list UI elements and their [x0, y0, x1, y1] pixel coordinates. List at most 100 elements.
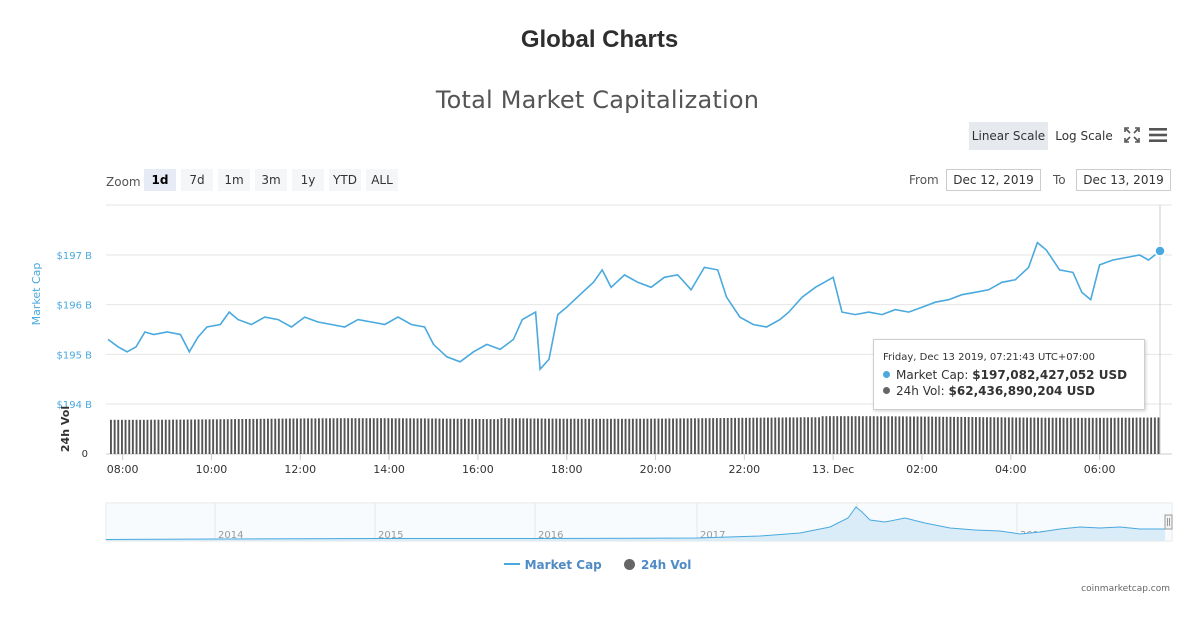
volume-bar [518, 418, 521, 454]
fullscreen-icon[interactable] [1124, 127, 1140, 143]
volume-bar [953, 416, 955, 454]
legend-market-cap-label: Market Cap [524, 558, 602, 572]
volume-bars [110, 416, 1160, 454]
volume-bar [387, 418, 390, 454]
volume-bar [153, 419, 156, 454]
volume-bar [748, 417, 751, 454]
volume-bar [829, 416, 831, 454]
volume-bar [1128, 417, 1131, 454]
to-date-input[interactable] [1076, 169, 1171, 191]
volume-bar [865, 416, 868, 454]
volume-bar [416, 418, 419, 454]
volume-bar [139, 419, 142, 454]
x-tick-label: 04:00 [995, 463, 1027, 476]
volume-bar [694, 418, 696, 454]
volume-bar [526, 418, 528, 454]
volume-bar [241, 419, 244, 454]
volume-bar [212, 419, 215, 454]
volume-bar [956, 416, 959, 454]
volume-bar [423, 418, 426, 454]
zoom-1y-button[interactable]: 1y [292, 169, 324, 191]
volume-bar [880, 416, 882, 454]
zoom-ytd-button[interactable]: YTD [329, 169, 361, 191]
volume-bar [734, 417, 736, 454]
legend-market-cap[interactable]: Market Cap [503, 558, 602, 572]
volume-bar [1142, 417, 1145, 454]
volume-bar [960, 416, 963, 454]
volume-bar [1059, 417, 1061, 454]
zoom-all-button[interactable]: ALL [366, 169, 398, 191]
volume-bar [807, 417, 809, 454]
volume-bar [701, 418, 704, 454]
log-scale-button[interactable]: Log Scale [1055, 129, 1113, 143]
zoom-1m-button[interactable]: 1m [218, 169, 250, 191]
volume-bar [1077, 417, 1080, 454]
volume-bar [686, 418, 689, 454]
volume-bar [522, 418, 525, 454]
volume-bar [256, 418, 258, 454]
volume-bar [777, 417, 780, 454]
volume-bar [569, 418, 572, 454]
volume-bar [336, 418, 339, 454]
volume-bar [215, 419, 218, 454]
volume-bar [617, 418, 620, 454]
volume-bar [391, 418, 393, 454]
volume-bar [482, 419, 485, 454]
volume-bar [847, 416, 850, 454]
volume-bar [887, 416, 890, 454]
volume-bar [172, 419, 174, 454]
volume-bar [869, 416, 872, 454]
volume-bar [996, 417, 999, 454]
volume-bar [767, 417, 769, 454]
navigator-handle[interactable] [1164, 514, 1173, 530]
legend-24h-vol[interactable]: 24h Vol [623, 558, 691, 572]
volume-bar [1044, 417, 1047, 454]
volume-bar [723, 418, 726, 454]
volume-bar [533, 418, 536, 454]
volume-bar [318, 418, 320, 454]
volume-bar [558, 418, 561, 454]
linear-scale-button[interactable]: Linear Scale [969, 122, 1048, 150]
menu-icon[interactable] [1148, 127, 1168, 143]
volume-bar [814, 417, 817, 454]
volume-bar [905, 416, 908, 454]
volume-bar [989, 417, 992, 454]
from-date-input[interactable] [946, 169, 1041, 191]
volume-bar [902, 416, 904, 454]
volume-bar [219, 419, 222, 454]
volume-bar [515, 418, 517, 454]
volume-bar [1062, 417, 1065, 454]
volume-bar [303, 418, 306, 454]
volume-bar [726, 418, 729, 454]
volume-bar [445, 418, 448, 454]
volume-bar [975, 417, 977, 454]
volume-bar [657, 418, 660, 454]
volume-bar [1146, 417, 1149, 454]
volume-bar [850, 416, 853, 454]
volume-bar [858, 416, 861, 454]
volume-bar [621, 418, 623, 454]
credit-link[interactable]: coinmarketcap.com [1081, 584, 1170, 594]
volume-bar [1121, 417, 1123, 454]
volume-bar [752, 417, 755, 454]
volume-bar [1033, 417, 1036, 454]
volume-bar [1132, 417, 1134, 454]
volume-bar [402, 418, 404, 454]
volume-bar [661, 418, 663, 454]
x-tick-label: 22:00 [728, 463, 760, 476]
volume-bar [179, 419, 182, 454]
navigator-tick-label: 2014 [218, 530, 243, 541]
zoom-7d-button[interactable]: 7d [181, 169, 213, 191]
zoom-3m-button[interactable]: 3m [255, 169, 287, 191]
zoom-1d-button[interactable]: 1d [144, 169, 176, 191]
volume-bar [1066, 417, 1069, 454]
volume-bar [1055, 417, 1058, 454]
volume-bar [843, 416, 846, 454]
x-tick-label: 12:00 [284, 463, 316, 476]
volume-bar [310, 418, 313, 454]
volume-bar [1153, 417, 1156, 454]
x-tick-label: 08:00 [107, 463, 139, 476]
volume-bar [208, 419, 211, 454]
volume-bar [412, 418, 415, 454]
